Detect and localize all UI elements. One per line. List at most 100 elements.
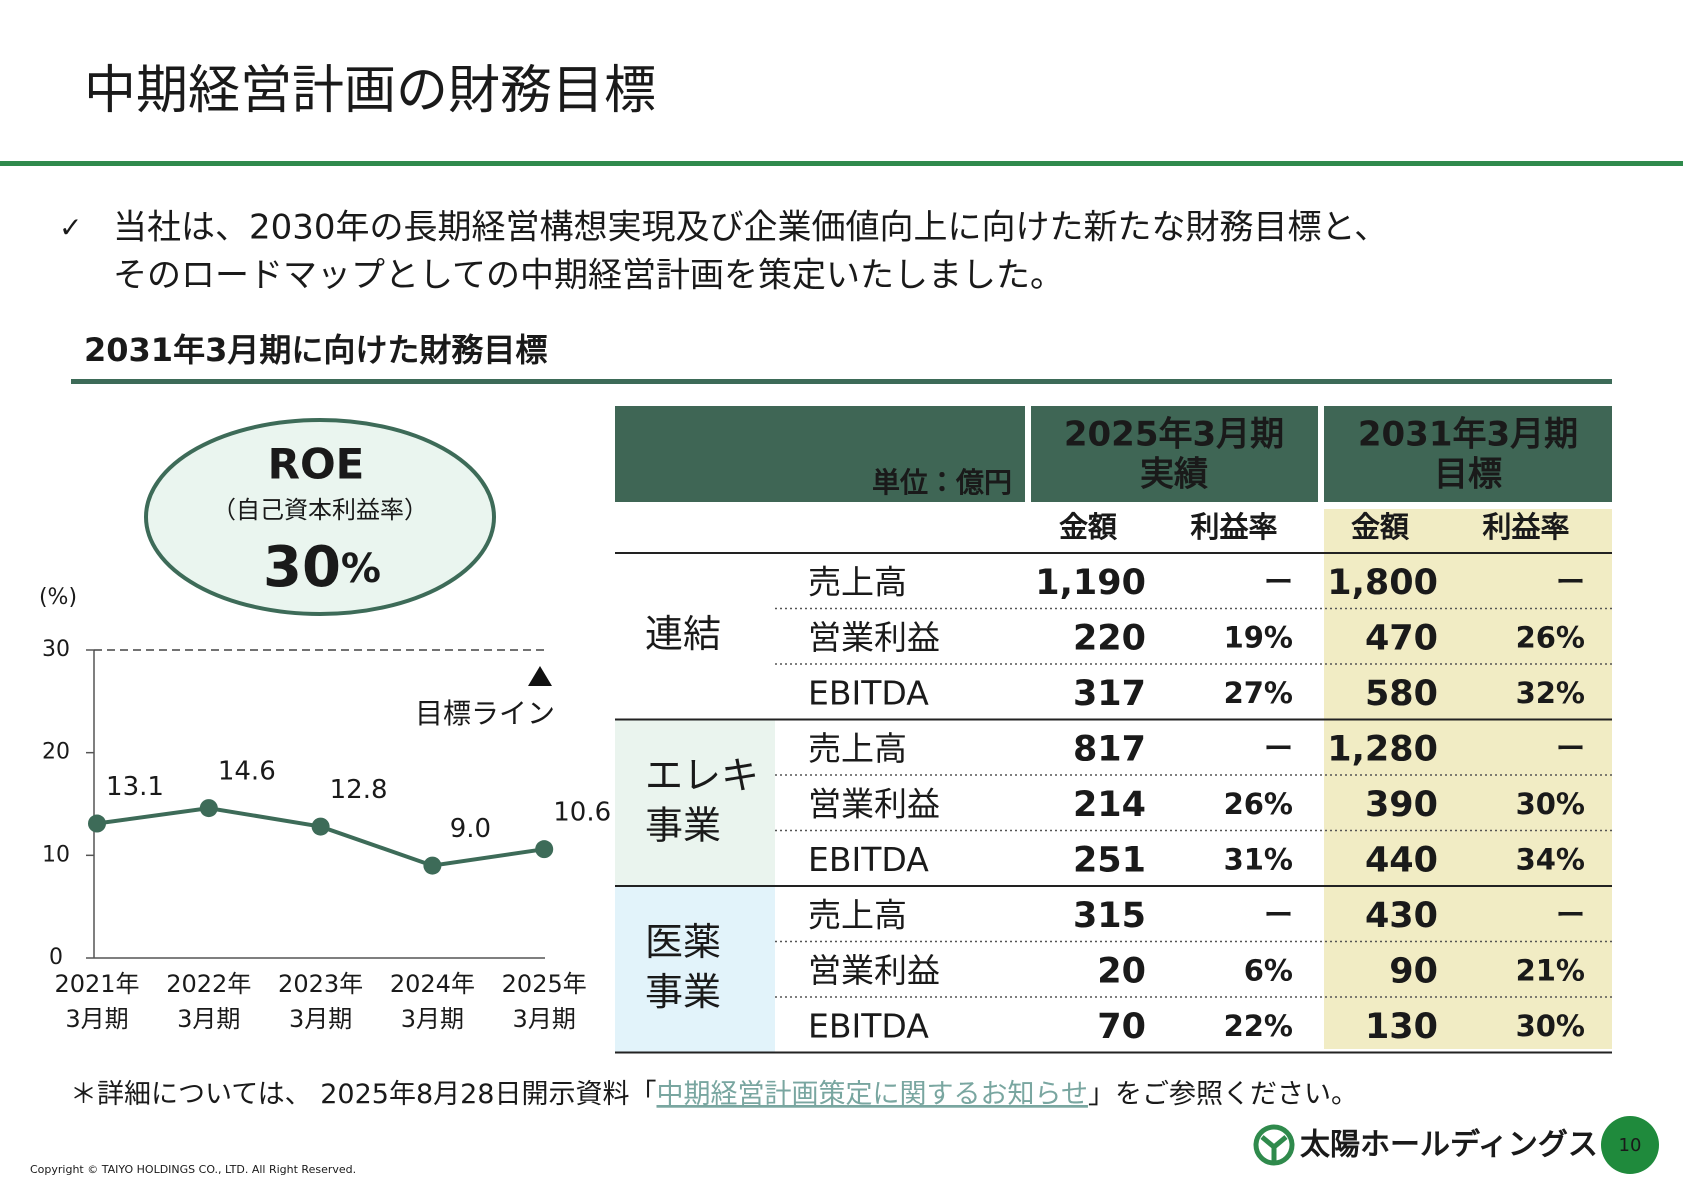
cell-value: 130 (1365, 1007, 1438, 1047)
intro-line: そのロードマップとしての中期経営計画を策定いたしました。 (113, 256, 1064, 296)
page-number: 10 (1619, 1135, 1642, 1156)
sub-header: 利益率 (1482, 510, 1569, 544)
target-label: 目標ライン (415, 697, 555, 730)
row-label: 営業利益 (808, 951, 940, 990)
period-header: 2025年3月期 (1064, 415, 1284, 455)
cell-value: 440 (1365, 840, 1438, 880)
cell-value: ー (1264, 898, 1293, 932)
cell-value: 580 (1365, 674, 1438, 714)
cell-value: ー (1264, 565, 1293, 599)
slide-title: 中期経営計画の財務目標 (84, 61, 656, 121)
x-tick-label: 3月期 (177, 1005, 240, 1033)
cell-value: 390 (1365, 785, 1438, 825)
y-tick-label: 0 (49, 945, 63, 970)
cell-value: ー (1556, 731, 1585, 765)
cell-value: 26% (1224, 787, 1293, 821)
copyright: Copyright © TAIYO HOLDINGS CO., LTD. All… (30, 1163, 356, 1176)
cell-value: ー (1556, 565, 1585, 599)
section-rule (71, 379, 1612, 384)
section-title: 2031年3月期に向けた財務目標 (84, 331, 547, 369)
group-label: 連結 (645, 612, 721, 656)
cell-value: 315 (1073, 896, 1146, 936)
footnote: ＊詳細については、 2025年8月28日開示資料「中期経営計画策定に関するお知ら… (70, 1079, 1358, 1110)
cell-value: 27% (1224, 676, 1293, 710)
cell-value: 220 (1073, 618, 1146, 658)
cell-value: 90 (1389, 951, 1438, 991)
header-band (1031, 406, 1318, 502)
x-tick-label: 2022年 (166, 970, 251, 998)
cell-value: 470 (1365, 618, 1438, 658)
title-rule (0, 161, 1683, 166)
x-tick-label: 3月期 (401, 1005, 464, 1033)
cell-value: ー (1264, 731, 1293, 765)
roe-point (88, 814, 106, 833)
sub-header: 利益率 (1190, 510, 1277, 544)
roe-unit: % (341, 546, 381, 592)
row-label: EBITDA (808, 1006, 929, 1045)
row-label: 売上高 (808, 562, 907, 601)
unit-label: 単位：億円 (872, 466, 1012, 499)
sub-header: 金額 (1059, 510, 1118, 544)
roe-point (535, 840, 554, 859)
period-header: 実績 (1140, 455, 1208, 495)
cell-value: 70 (1097, 1007, 1146, 1047)
footnote-link[interactable]: 中期経営計画策定に関するお知らせ (656, 1079, 1087, 1110)
row-label: EBITDA (808, 840, 929, 879)
period-header: 目標 (1434, 455, 1502, 495)
target-marker (528, 666, 552, 686)
roe-subtitle: （自己資本利益率） (212, 496, 428, 524)
cell-value: 19% (1224, 620, 1293, 654)
roe-number: 30 (263, 535, 341, 600)
cell-value: 32% (1516, 676, 1585, 710)
roe-point (423, 856, 442, 875)
x-tick-label: 3月期 (513, 1005, 576, 1033)
roe-point (199, 799, 218, 818)
target-column (1324, 509, 1612, 1049)
cell-value: 30% (1516, 787, 1585, 821)
cell-value: 21% (1516, 953, 1585, 987)
y-tick-label: 30 (42, 637, 70, 662)
cell-value: 214 (1073, 785, 1146, 825)
x-tick-label: 2025年 (502, 970, 587, 998)
cell-value: 1,280 (1327, 729, 1438, 769)
cell-value: 817 (1073, 729, 1146, 769)
roe-title: ROE (268, 440, 365, 489)
data-label: 9.0 (450, 814, 491, 844)
cell-value: ー (1556, 898, 1585, 932)
logo-text: 太陽ホールディングス (1300, 1128, 1598, 1163)
cell-value: 31% (1224, 842, 1293, 876)
row-label: EBITDA (808, 673, 929, 712)
header-band (615, 406, 1025, 502)
x-tick-label: 2023年 (278, 970, 363, 998)
intro-line: 当社は、2030年の長期経営構想実現及び企業価値向上に向けた新たな財務目標と、 (113, 208, 1388, 248)
cell-value: 1,800 (1327, 563, 1438, 603)
roe-point (311, 817, 330, 836)
cell-value: 430 (1365, 896, 1438, 936)
x-tick-label: 2024年 (390, 970, 475, 998)
row-label: 営業利益 (808, 784, 940, 823)
cell-value: 26% (1516, 620, 1585, 654)
footnote-prefix: ＊詳細については、 2025年8月28日開示資料「 (70, 1079, 656, 1110)
cell-value: 30% (1516, 1009, 1585, 1043)
roe-value: 30% (263, 535, 381, 600)
data-label: 14.6 (218, 757, 276, 787)
page-badge (1601, 1116, 1659, 1174)
cell-value: 251 (1073, 840, 1146, 880)
group-label: エレキ (645, 753, 759, 797)
group-label: 事業 (645, 803, 721, 847)
group-label: 医薬 (645, 920, 721, 964)
row-label: 売上高 (808, 729, 907, 768)
footnote-suffix: 」をご参照ください。 (1088, 1079, 1358, 1110)
y-tick-label: 20 (42, 740, 70, 765)
x-tick-label: 3月期 (289, 1005, 352, 1033)
cell-value: 34% (1516, 842, 1585, 876)
group-cell (615, 719, 775, 886)
row-label: 営業利益 (808, 618, 940, 657)
group-cell (615, 553, 775, 720)
cell-value: 20 (1097, 951, 1146, 991)
row-label: 売上高 (808, 895, 907, 934)
cell-value: 317 (1073, 674, 1146, 714)
cell-value: 1,190 (1035, 563, 1146, 603)
y-tick-label: 10 (42, 842, 70, 867)
